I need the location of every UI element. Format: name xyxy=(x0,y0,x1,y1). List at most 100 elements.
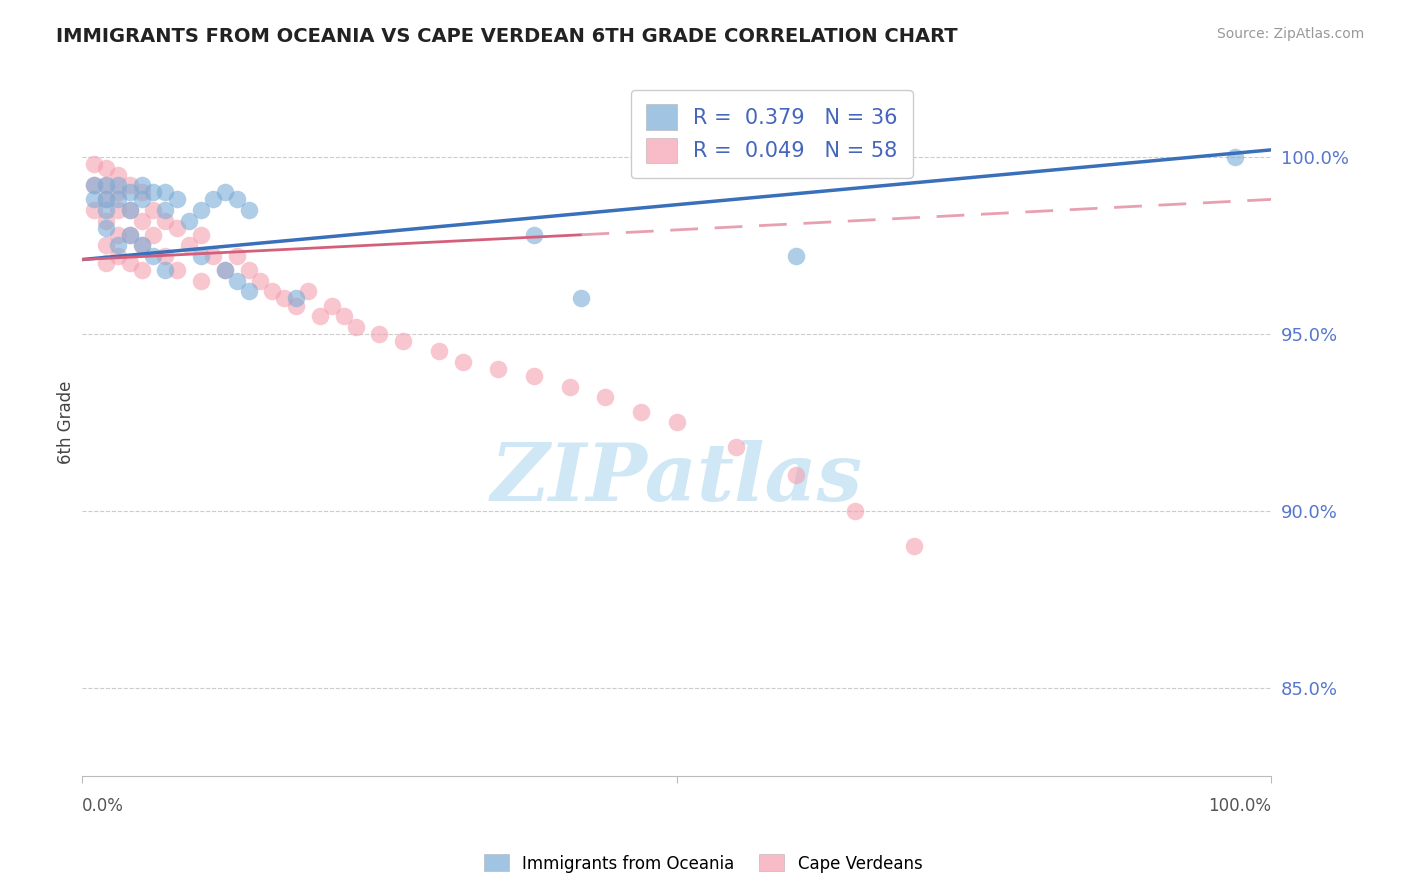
Point xyxy=(571,292,593,306)
Point xyxy=(238,263,260,277)
Point xyxy=(155,263,177,277)
Point xyxy=(321,299,343,313)
Point xyxy=(83,178,105,193)
Point xyxy=(83,193,105,207)
Point xyxy=(785,468,807,483)
Text: 100.0%: 100.0% xyxy=(1208,797,1271,815)
Point xyxy=(107,178,129,193)
Text: 0.0%: 0.0% xyxy=(82,797,124,815)
Point xyxy=(155,186,177,200)
Point xyxy=(155,249,177,263)
Point xyxy=(558,380,581,394)
Point xyxy=(725,440,748,454)
Point xyxy=(392,334,415,348)
Point xyxy=(190,202,212,217)
Point xyxy=(94,193,117,207)
Point xyxy=(273,292,295,306)
Legend: Immigrants from Oceania, Cape Verdeans: Immigrants from Oceania, Cape Verdeans xyxy=(477,847,929,880)
Point xyxy=(107,202,129,217)
Point xyxy=(107,168,129,182)
Point xyxy=(201,193,224,207)
Y-axis label: 6th Grade: 6th Grade xyxy=(58,381,75,464)
Point xyxy=(523,227,546,242)
Point xyxy=(118,202,141,217)
Point xyxy=(131,213,153,227)
Point xyxy=(225,274,247,288)
Point xyxy=(94,238,117,252)
Point xyxy=(451,355,474,369)
Point xyxy=(94,178,117,193)
Point xyxy=(427,344,450,359)
Point xyxy=(190,274,212,288)
Point xyxy=(155,202,177,217)
Point xyxy=(118,227,141,242)
Point xyxy=(94,193,117,207)
Point xyxy=(94,161,117,175)
Point xyxy=(285,292,308,306)
Point xyxy=(344,319,367,334)
Point xyxy=(118,227,141,242)
Point xyxy=(94,256,117,270)
Point xyxy=(166,263,188,277)
Point xyxy=(107,249,129,263)
Point xyxy=(94,202,117,217)
Point xyxy=(118,256,141,270)
Point xyxy=(214,263,236,277)
Point xyxy=(214,186,236,200)
Point xyxy=(131,178,153,193)
Point xyxy=(83,202,105,217)
Point xyxy=(131,263,153,277)
Point xyxy=(225,249,247,263)
Point xyxy=(262,285,284,299)
Point xyxy=(166,193,188,207)
Point xyxy=(131,238,153,252)
Point xyxy=(179,213,201,227)
Point xyxy=(118,186,141,200)
Point xyxy=(94,178,117,193)
Point xyxy=(131,238,153,252)
Point xyxy=(368,326,391,341)
Point xyxy=(142,227,165,242)
Point xyxy=(238,202,260,217)
Point xyxy=(83,157,105,171)
Point xyxy=(249,274,271,288)
Point xyxy=(238,285,260,299)
Text: Source: ZipAtlas.com: Source: ZipAtlas.com xyxy=(1216,27,1364,41)
Point xyxy=(214,263,236,277)
Text: IMMIGRANTS FROM OCEANIA VS CAPE VERDEAN 6TH GRADE CORRELATION CHART: IMMIGRANTS FROM OCEANIA VS CAPE VERDEAN … xyxy=(56,27,957,45)
Point xyxy=(118,202,141,217)
Point xyxy=(107,186,129,200)
Point xyxy=(785,249,807,263)
Point xyxy=(903,539,925,553)
Point xyxy=(131,186,153,200)
Point xyxy=(94,213,117,227)
Point xyxy=(142,249,165,263)
Point xyxy=(844,503,866,517)
Point xyxy=(630,404,652,418)
Point xyxy=(285,299,308,313)
Point xyxy=(190,227,212,242)
Point xyxy=(166,220,188,235)
Legend: R =  0.379   N = 36, R =  0.049   N = 58: R = 0.379 N = 36, R = 0.049 N = 58 xyxy=(631,89,912,178)
Point xyxy=(297,285,319,299)
Point xyxy=(190,249,212,263)
Point xyxy=(155,213,177,227)
Text: ZIPatlas: ZIPatlas xyxy=(491,440,863,517)
Point xyxy=(179,238,201,252)
Point xyxy=(83,178,105,193)
Point xyxy=(225,193,247,207)
Point xyxy=(523,369,546,384)
Point xyxy=(486,362,509,376)
Point xyxy=(107,227,129,242)
Point xyxy=(107,238,129,252)
Point xyxy=(94,220,117,235)
Point xyxy=(593,391,616,405)
Point xyxy=(131,193,153,207)
Point xyxy=(201,249,224,263)
Point xyxy=(332,309,354,323)
Point xyxy=(665,415,688,429)
Point xyxy=(118,178,141,193)
Point xyxy=(1225,150,1247,164)
Point xyxy=(309,309,332,323)
Point xyxy=(142,202,165,217)
